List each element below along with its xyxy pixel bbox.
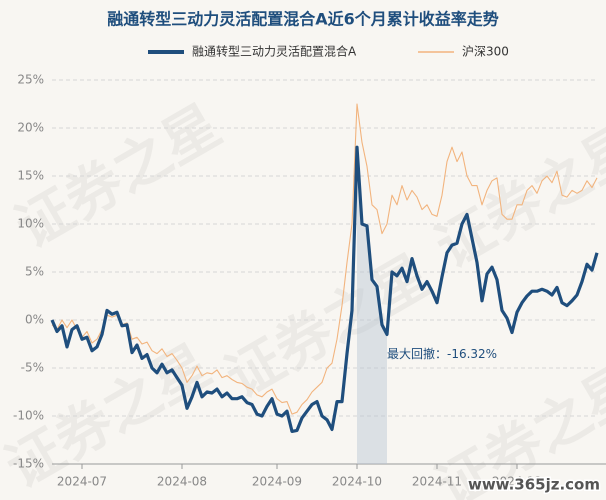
x-tick-label: 2024-12 bbox=[492, 475, 542, 489]
y-tick-label: -5% bbox=[21, 361, 44, 375]
y-tick-label: 25% bbox=[17, 73, 44, 87]
series-line bbox=[51, 103, 598, 415]
x-tick-label: 2024-11 bbox=[412, 475, 462, 489]
y-tick-label: -10% bbox=[13, 409, 44, 423]
y-tick-label: 5% bbox=[25, 265, 44, 279]
drawdown-label: 最大回撤：-16.32% bbox=[387, 346, 497, 361]
x-tick-label: 2024-07 bbox=[57, 475, 107, 489]
x-tick-label: 2024-08 bbox=[157, 475, 207, 489]
legend-label: 融通转型三动力灵活配置混合A bbox=[192, 44, 357, 59]
series-line bbox=[50, 145, 599, 433]
chart-title: 融通转型三动力灵活配置混合A近6个月累计收益率走势 bbox=[107, 10, 499, 29]
watermark: www.365jz.com bbox=[468, 476, 600, 494]
legend-label: 沪深300 bbox=[462, 45, 509, 59]
x-tick-label: 2024-09 bbox=[252, 475, 302, 489]
y-tick-label: 0% bbox=[25, 313, 44, 327]
x-tick-label: 2024-10 bbox=[332, 475, 382, 489]
y-tick-label: 15% bbox=[17, 169, 44, 183]
y-tick-label: 10% bbox=[17, 217, 44, 231]
y-tick-label: -15% bbox=[13, 457, 44, 471]
y-tick-label: 20% bbox=[17, 121, 44, 135]
